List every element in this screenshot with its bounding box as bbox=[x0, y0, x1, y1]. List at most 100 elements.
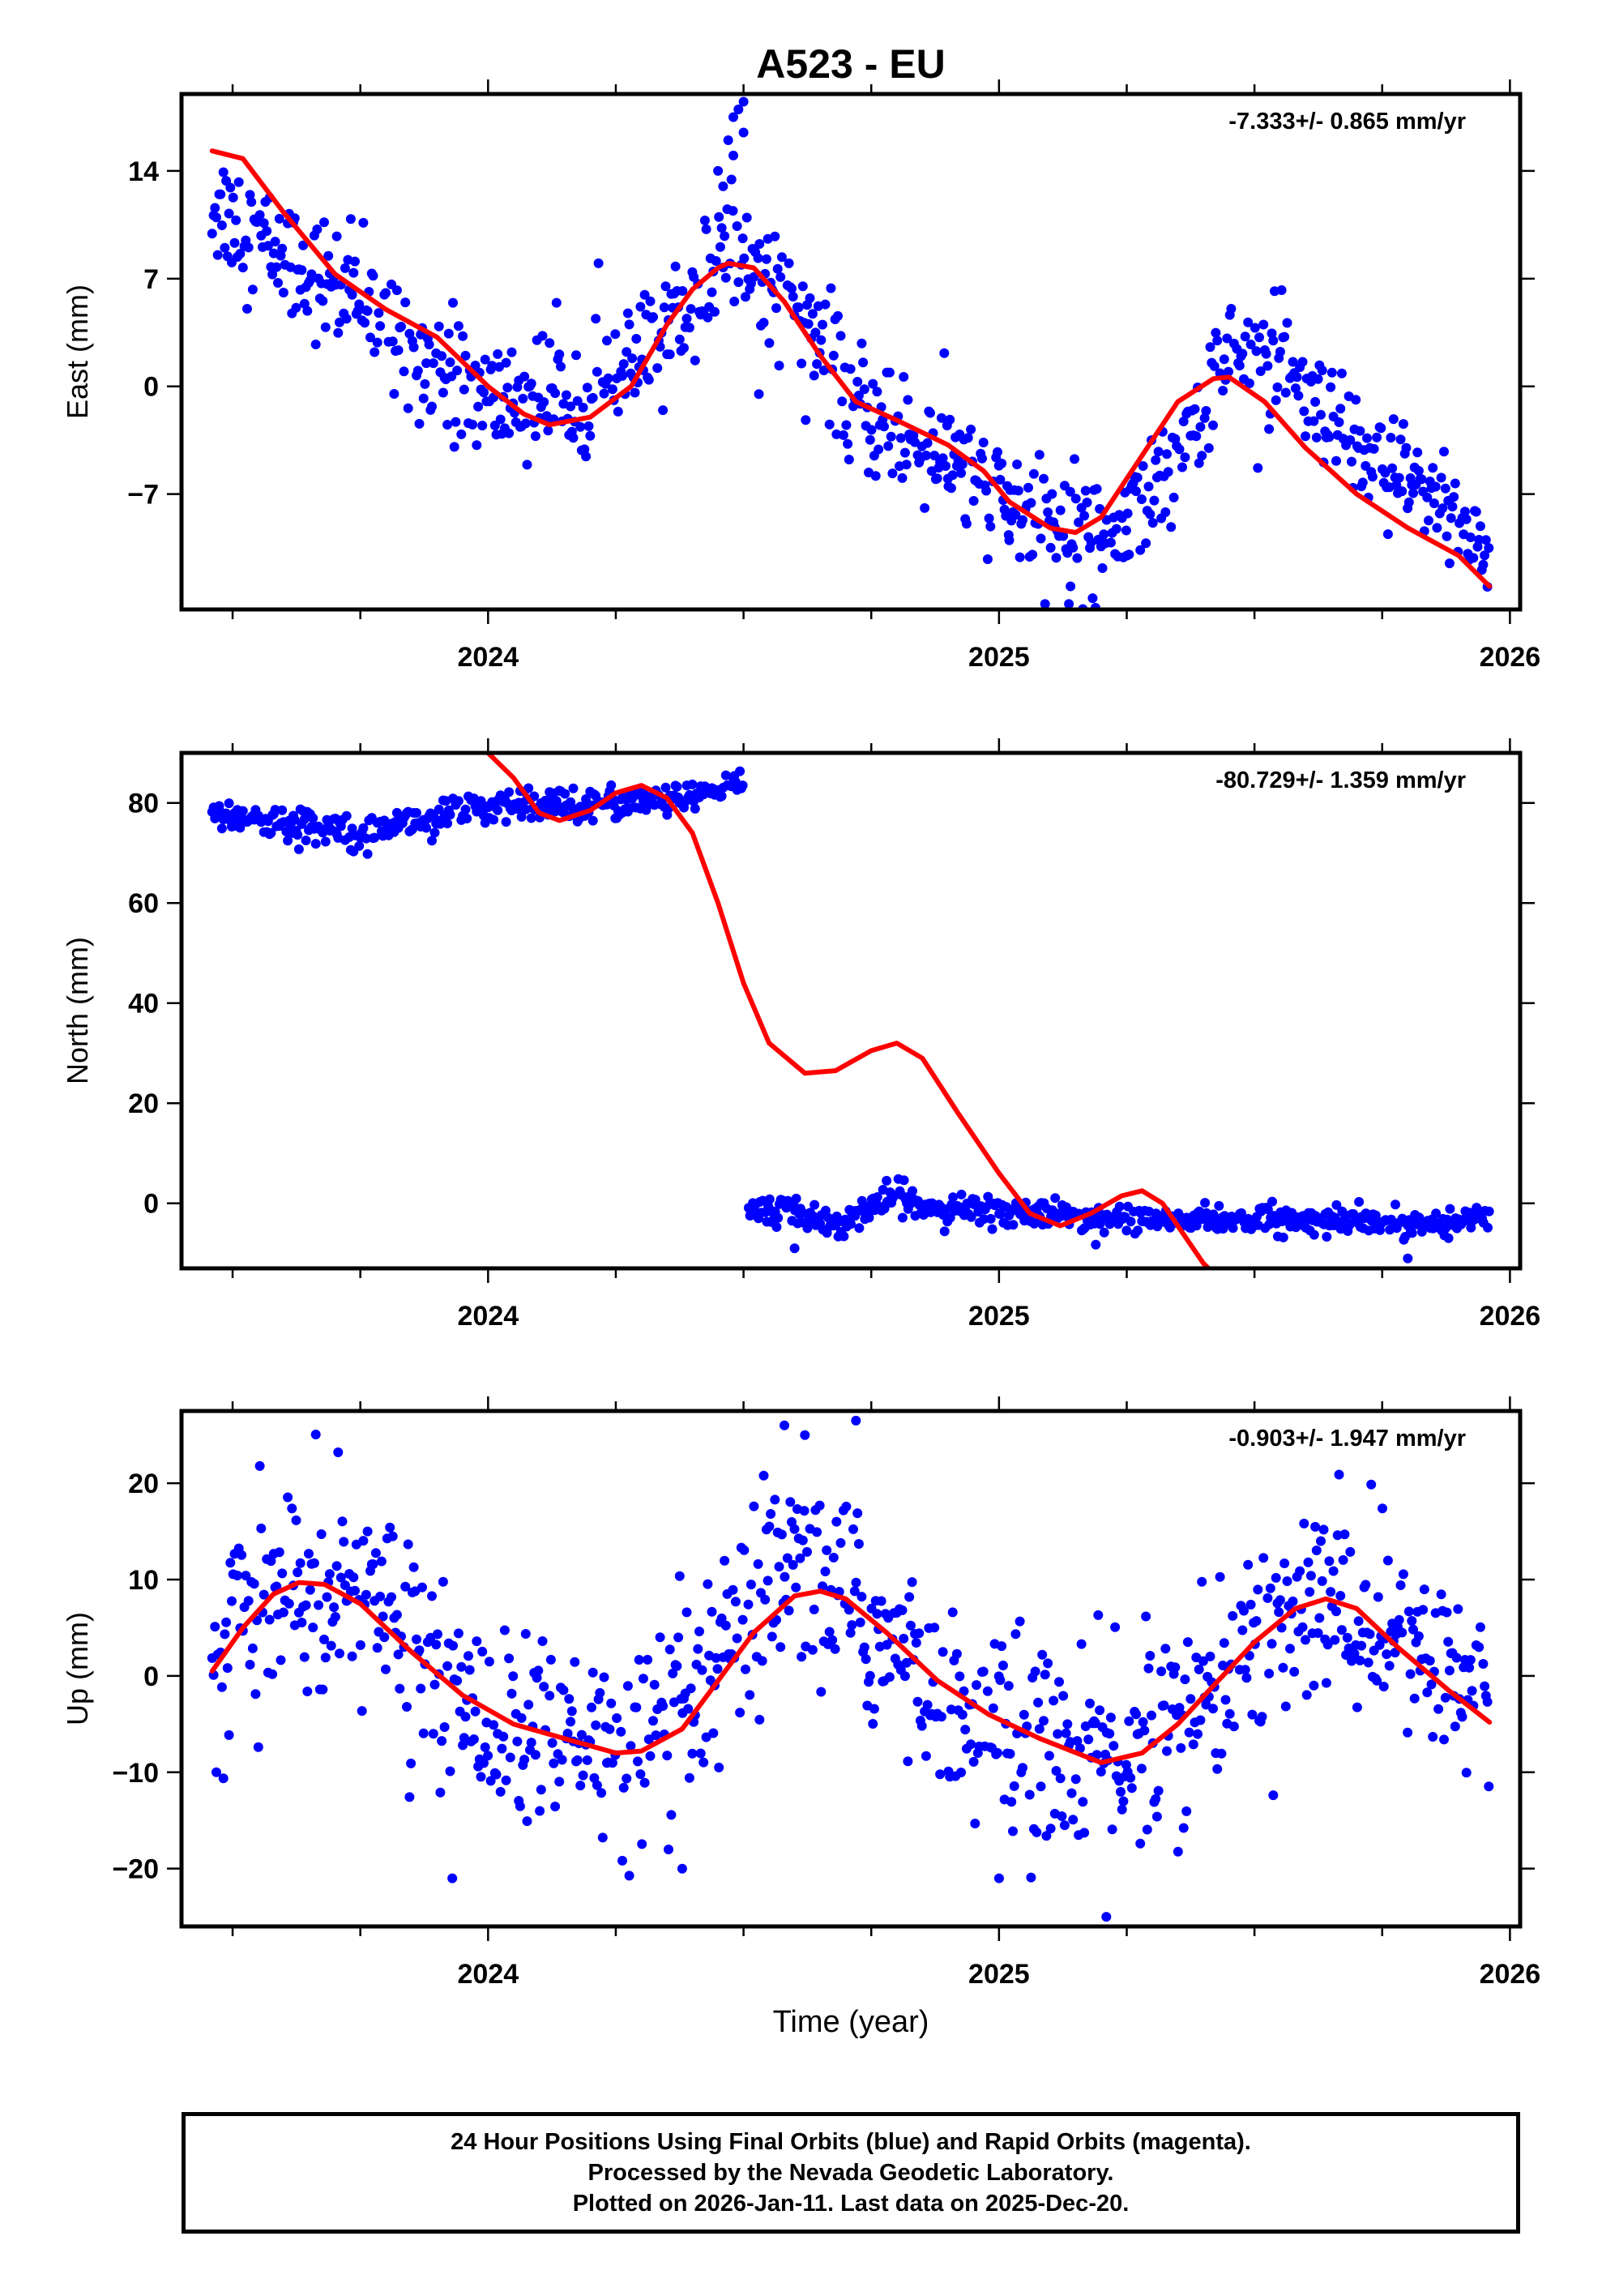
data-point bbox=[468, 419, 478, 430]
data-point bbox=[1009, 1781, 1019, 1791]
data-point bbox=[566, 1706, 577, 1717]
data-point bbox=[308, 813, 318, 823]
data-point bbox=[399, 366, 409, 377]
data-point bbox=[737, 780, 748, 791]
data-point bbox=[1444, 1665, 1455, 1676]
data-point bbox=[1109, 1741, 1119, 1751]
data-point bbox=[708, 1728, 719, 1738]
data-point bbox=[274, 213, 284, 224]
data-point bbox=[1290, 383, 1301, 394]
data-point bbox=[453, 321, 464, 331]
data-point bbox=[372, 337, 382, 348]
data-point bbox=[418, 393, 429, 404]
data-point bbox=[1087, 593, 1098, 604]
data-point bbox=[935, 1769, 946, 1780]
data-point bbox=[827, 1635, 838, 1645]
data-point bbox=[851, 1577, 861, 1588]
data-point bbox=[403, 1539, 413, 1550]
data-point bbox=[728, 112, 738, 122]
data-point bbox=[970, 1819, 980, 1828]
data-point bbox=[674, 1571, 685, 1581]
data-point bbox=[822, 1545, 832, 1555]
data-point bbox=[1478, 559, 1489, 570]
data-point bbox=[505, 1752, 515, 1763]
data-point bbox=[1208, 420, 1218, 430]
data-point bbox=[1372, 432, 1382, 443]
data-point bbox=[760, 1594, 771, 1605]
data-point bbox=[1311, 1546, 1322, 1555]
data-point bbox=[1261, 348, 1271, 359]
data-point bbox=[324, 1569, 335, 1580]
data-point bbox=[939, 1226, 950, 1237]
data-point bbox=[997, 458, 1007, 468]
data-point bbox=[1133, 1225, 1143, 1236]
data-point bbox=[1326, 1587, 1336, 1597]
data-point bbox=[1066, 581, 1076, 592]
data-point bbox=[978, 1666, 989, 1677]
data-point bbox=[1091, 484, 1102, 494]
data-point bbox=[1019, 1709, 1029, 1720]
data-point bbox=[1065, 486, 1075, 497]
data-point bbox=[1457, 1712, 1467, 1722]
data-point bbox=[362, 1526, 373, 1537]
data-point bbox=[256, 1523, 267, 1533]
data-point bbox=[997, 1641, 1007, 1652]
data-point bbox=[1382, 1649, 1392, 1660]
data-point bbox=[764, 1194, 775, 1204]
data-point bbox=[385, 1522, 395, 1533]
data-point bbox=[887, 468, 898, 479]
data-point bbox=[1267, 1639, 1277, 1649]
data-point bbox=[1162, 449, 1172, 460]
data-point bbox=[1313, 1628, 1323, 1638]
data-point bbox=[820, 1205, 831, 1216]
data-point bbox=[1251, 346, 1262, 357]
data-point bbox=[358, 1536, 369, 1546]
data-point bbox=[1201, 406, 1211, 416]
data-point bbox=[375, 1591, 386, 1601]
data-point bbox=[782, 1553, 792, 1563]
data-point bbox=[726, 174, 737, 185]
data-point bbox=[526, 813, 536, 823]
data-point bbox=[788, 1559, 798, 1570]
data-point bbox=[1355, 1655, 1365, 1665]
data-point bbox=[1303, 1557, 1314, 1567]
data-point bbox=[323, 250, 334, 261]
data-point bbox=[1403, 1253, 1413, 1263]
data-point bbox=[210, 1622, 220, 1632]
data-point bbox=[1361, 1580, 1371, 1590]
data-point bbox=[1095, 1705, 1105, 1716]
x-axis-label: Time (year) bbox=[773, 2005, 929, 2039]
data-point bbox=[1177, 462, 1187, 472]
data-point bbox=[1037, 1649, 1048, 1660]
data-point bbox=[437, 1736, 447, 1747]
data-point bbox=[956, 468, 966, 478]
data-point bbox=[1413, 465, 1424, 476]
data-point bbox=[1163, 467, 1173, 477]
data-point bbox=[1338, 1554, 1348, 1565]
data-point bbox=[550, 1802, 561, 1811]
data-point bbox=[617, 370, 627, 381]
data-point bbox=[310, 839, 321, 849]
data-point bbox=[679, 343, 689, 353]
data-point bbox=[1301, 1635, 1310, 1645]
data-point bbox=[639, 1777, 650, 1788]
data-point bbox=[551, 297, 562, 308]
data-point bbox=[1397, 486, 1408, 497]
data-point bbox=[1135, 545, 1146, 555]
data-point bbox=[216, 1682, 227, 1692]
data-point bbox=[984, 513, 994, 524]
data-point bbox=[864, 1212, 874, 1223]
data-point bbox=[634, 1655, 644, 1665]
data-point bbox=[812, 1527, 822, 1537]
data-point bbox=[1317, 366, 1327, 375]
data-point bbox=[899, 372, 909, 382]
data-point bbox=[1082, 498, 1092, 507]
data-point bbox=[1345, 435, 1356, 445]
data-point bbox=[1070, 494, 1081, 504]
data-point bbox=[331, 1561, 342, 1571]
data-point bbox=[681, 314, 692, 324]
y-tick-label: 10 bbox=[128, 1565, 159, 1596]
data-point bbox=[674, 334, 685, 344]
data-point bbox=[1353, 1616, 1364, 1627]
data-point bbox=[1474, 535, 1485, 545]
